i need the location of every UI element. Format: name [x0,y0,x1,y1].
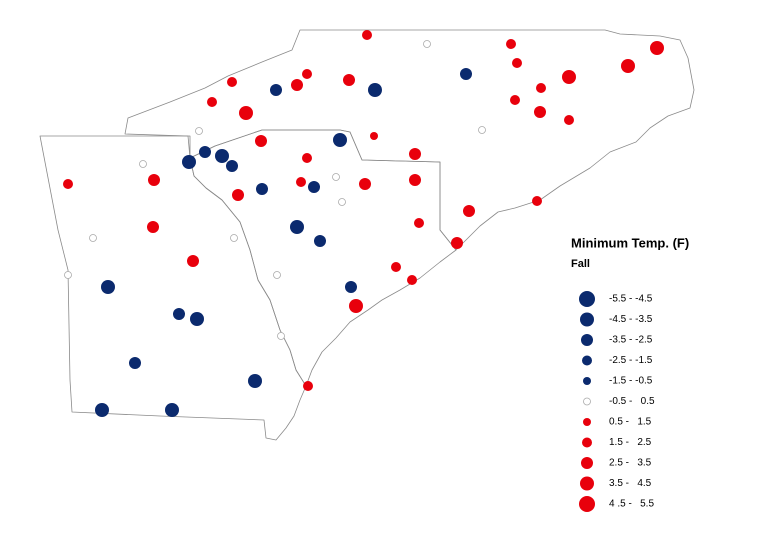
georgia [39,135,307,441]
station-dot [368,83,382,97]
station-dot [532,196,542,206]
station-dot [64,271,72,279]
station-dot [199,146,211,158]
station-dot [290,220,304,234]
stations [63,30,664,417]
station-dot [95,403,109,417]
station-dot [195,127,203,135]
station-dot [165,403,179,417]
station-dot [332,173,340,181]
station-dot [187,255,199,267]
station-dot [534,106,546,118]
station-dot [227,77,237,87]
station-dot [190,312,204,326]
station-dot [478,126,486,134]
station-dot [148,174,160,186]
station-dot [270,84,282,96]
station-dot [407,275,417,285]
legend-label: -2.5 - -1.5 [609,355,653,366]
station-dot [239,106,253,120]
station-dot [370,132,378,140]
station-dot [359,178,371,190]
legend-symbol [583,377,591,385]
station-dot [621,59,635,73]
legend-symbol [582,355,592,366]
station-dot [510,95,520,105]
station-dot [460,68,472,80]
station-dot [362,30,372,40]
station-dot [302,69,312,79]
station-dot [248,374,262,388]
station-dot [650,41,664,55]
station-dot [139,160,147,168]
station-dot [451,237,463,249]
station-dot [215,149,229,163]
station-dot [463,205,475,217]
station-dot [173,308,185,320]
station-dot [414,218,424,228]
station-dot [232,189,244,201]
legend-label: -3.5 - -2.5 [609,335,653,346]
station-dot [182,155,196,169]
legend-symbol [581,457,593,469]
station-dot [343,74,355,86]
station-dot [562,70,576,84]
station-dot [409,174,421,186]
legend-label: 2.5 - 3.5 [609,458,652,469]
legend-symbol [580,476,594,491]
station-dot [273,271,281,279]
legend-label: 3.5 - 4.5 [609,478,652,489]
station-dot [129,357,141,369]
station-dot [409,148,421,160]
station-dot [207,97,217,107]
legend-symbol [583,418,591,426]
station-dot [302,153,312,163]
legend-title: Minimum Temp. (F) [571,235,689,250]
legend-symbol [580,312,594,327]
station-dot [506,39,516,49]
station-dot [147,221,159,233]
station-dot [256,183,268,195]
legend-symbol [581,334,593,346]
station-dot [314,235,326,247]
station-dot [564,115,574,125]
legend-label: -0.5 - 0.5 [609,396,655,407]
legend-symbol [579,496,595,512]
station-dot [296,177,306,187]
station-dot [338,198,346,206]
station-dot [89,234,97,242]
legend-label: -4.5 - -3.5 [609,314,653,325]
legend: -5.5 - -4.5 -4.5 - -3.5 -3.5 - -2.5 -2.5 - … [579,291,655,512]
station-dot [226,160,238,172]
legend-label: 4 .5 - 5.5 [609,499,654,510]
station-dot [303,381,313,391]
station-dot [391,262,401,272]
station-dot [63,179,73,189]
legend-label: 0.5 - 1.5 [609,417,652,428]
legend-symbol [582,437,592,448]
legend-label: -1.5 - -0.5 [609,376,653,387]
station-dot [345,281,357,293]
legend-symbol [579,291,595,307]
station-dot [423,40,431,48]
north-carolina [124,29,695,251]
station-dot [333,133,347,147]
station-dot [101,280,115,294]
legend-subtitle: Fall [571,258,590,270]
station-dot [230,234,238,242]
station-dot [512,58,522,68]
legend-label: -5.5 - -4.5 [609,294,653,305]
station-dot [349,299,363,313]
station-dot [536,83,546,93]
station-dot [291,79,303,91]
station-dot [255,135,267,147]
station-dot [308,181,320,193]
station-dot [277,332,285,340]
state-outlines [39,29,695,441]
legend-label: 1.5 - 2.5 [609,437,652,448]
legend-symbol [583,397,591,406]
